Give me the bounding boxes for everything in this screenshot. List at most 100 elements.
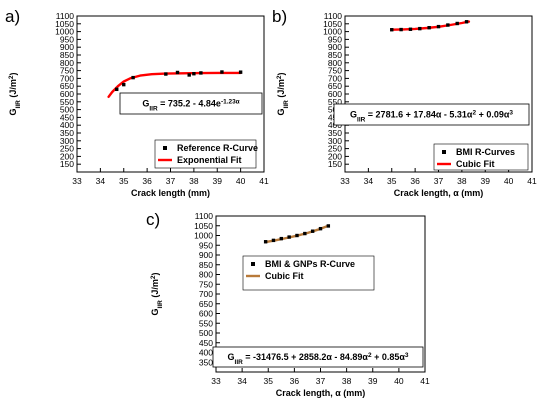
y-tick-label: 650 (199, 299, 213, 309)
data-point (175, 70, 180, 75)
x-axis-label: Crack length, α (mm) (276, 388, 366, 398)
y-tick-label: 950 (328, 34, 342, 44)
y-tick-label: 350 (199, 357, 213, 367)
y-tick-label: 200 (60, 151, 74, 161)
x-tick-label: 37 (316, 376, 326, 386)
data-point (187, 73, 191, 77)
y-tick-label: 250 (328, 144, 342, 154)
y-tick-label: 1100 (324, 11, 343, 21)
data-point (263, 240, 268, 244)
y-tick-label: 900 (60, 42, 74, 52)
y-tick-label: 350 (328, 128, 342, 138)
y-tick-label: 200 (328, 151, 342, 161)
data-point (287, 235, 291, 239)
y-tick-label: 550 (60, 97, 74, 107)
y-tick-label: 600 (60, 89, 74, 99)
y-tick-label: 450 (199, 338, 213, 348)
y-tick-label: 300 (60, 136, 74, 146)
data-point (271, 238, 276, 243)
data-point (446, 23, 450, 27)
x-tick-label: 39 (368, 376, 378, 386)
legend-label: Cubic Fit (456, 159, 495, 169)
panel-label: b) (272, 7, 287, 26)
x-tick-label: 35 (119, 176, 129, 186)
x-tick-label: 34 (237, 376, 247, 386)
equation-text: GIIR = 735.2 - 4.84e-1.23α (142, 98, 239, 112)
data-point (427, 26, 431, 30)
y-tick-label: 750 (199, 279, 213, 289)
x-tick-label: 41 (527, 176, 537, 186)
x-tick-label: 36 (410, 176, 420, 186)
y-tick-label: 1100 (56, 11, 75, 21)
y-tick-label: 800 (60, 58, 74, 68)
x-tick-label: 39 (213, 176, 223, 186)
x-tick-label: 33 (211, 376, 221, 386)
x-tick-label: 38 (457, 176, 467, 186)
equation-box (333, 103, 530, 126)
data-point (399, 27, 403, 32)
legend-marker (251, 262, 255, 266)
y-tick-label: 850 (199, 260, 213, 270)
data-point (220, 70, 224, 74)
legend-label: Reference R-Curve (177, 143, 258, 153)
legend-label: Exponential Fit (177, 155, 242, 165)
y-tick-label: 300 (328, 136, 342, 146)
panel-1: a) 33 34 35 36 37 38 39 40 41 15020025030035040045… (5, 7, 269, 198)
data-point (318, 226, 323, 231)
y-axis-label: GIIR (J/m2) (8, 73, 22, 116)
y-tick-label: 800 (328, 58, 342, 68)
legend-box (242, 255, 375, 291)
y-tick-label: 1050 (55, 19, 74, 29)
y-axis-label: GIIR (J/m2) (276, 73, 290, 116)
panel-label: a) (5, 7, 20, 26)
data-point (436, 24, 441, 29)
y-tick-label: 400 (199, 348, 213, 358)
data-point (238, 70, 243, 74)
equation-box (119, 92, 263, 115)
data-point (464, 20, 469, 24)
data-point (115, 87, 119, 92)
equation-box (212, 346, 424, 368)
legend-box (433, 143, 529, 171)
fit-line (390, 20, 471, 31)
x-tick-label: 37 (434, 176, 444, 186)
data-point (131, 75, 135, 80)
y-tick-label: 350 (60, 128, 74, 138)
data-point (295, 233, 299, 238)
data-point (455, 21, 459, 26)
y-tick-label: 1050 (323, 19, 342, 29)
data-point (326, 224, 331, 228)
x-tick-label: 40 (236, 176, 246, 186)
legend-label: BMI R-Curves (456, 147, 515, 157)
x-axis-label: Crack length (mm) (131, 188, 210, 198)
x-tick-label: 33 (340, 176, 350, 186)
x-tick-label: 35 (264, 376, 274, 386)
y-tick-label: 900 (199, 250, 213, 260)
y-tick-label: 550 (199, 318, 213, 328)
data-point (164, 72, 168, 76)
y-tick-label: 1100 (195, 211, 214, 221)
data-point (279, 236, 284, 241)
legend-label: Cubic Fit (265, 271, 304, 281)
x-tick-label: 39 (481, 176, 491, 186)
legend-box (154, 139, 257, 169)
x-tick-label: 41 (259, 176, 269, 186)
y-tick-label: 150 (60, 159, 74, 169)
y-tick-label: 750 (60, 66, 74, 76)
x-tick-label: 40 (504, 176, 514, 186)
y-tick-label: 500 (199, 328, 213, 338)
panel-3: c) 33 34 35 36 37 38 39 40 41 35040045050055060065… (146, 210, 430, 398)
y-tick-label: 550 (328, 97, 342, 107)
x-tick-label: 40 (394, 376, 404, 386)
y-tick-label: 800 (199, 270, 213, 280)
y-axis-label: GIIR (J/m2) (150, 273, 164, 316)
equation-text: GIIR = -31476.5 + 2858.2α - 84.89α2 + 0.… (228, 352, 409, 366)
x-tick-label: 34 (96, 176, 106, 186)
x-tick-label: 38 (342, 376, 352, 386)
legend-marker (442, 150, 446, 154)
y-tick-label: 650 (60, 81, 74, 91)
y-tick-label: 400 (60, 120, 74, 130)
panel-2: b)33343536373839404115020025030035040045… (272, 7, 537, 198)
panel-label: c) (146, 210, 160, 229)
